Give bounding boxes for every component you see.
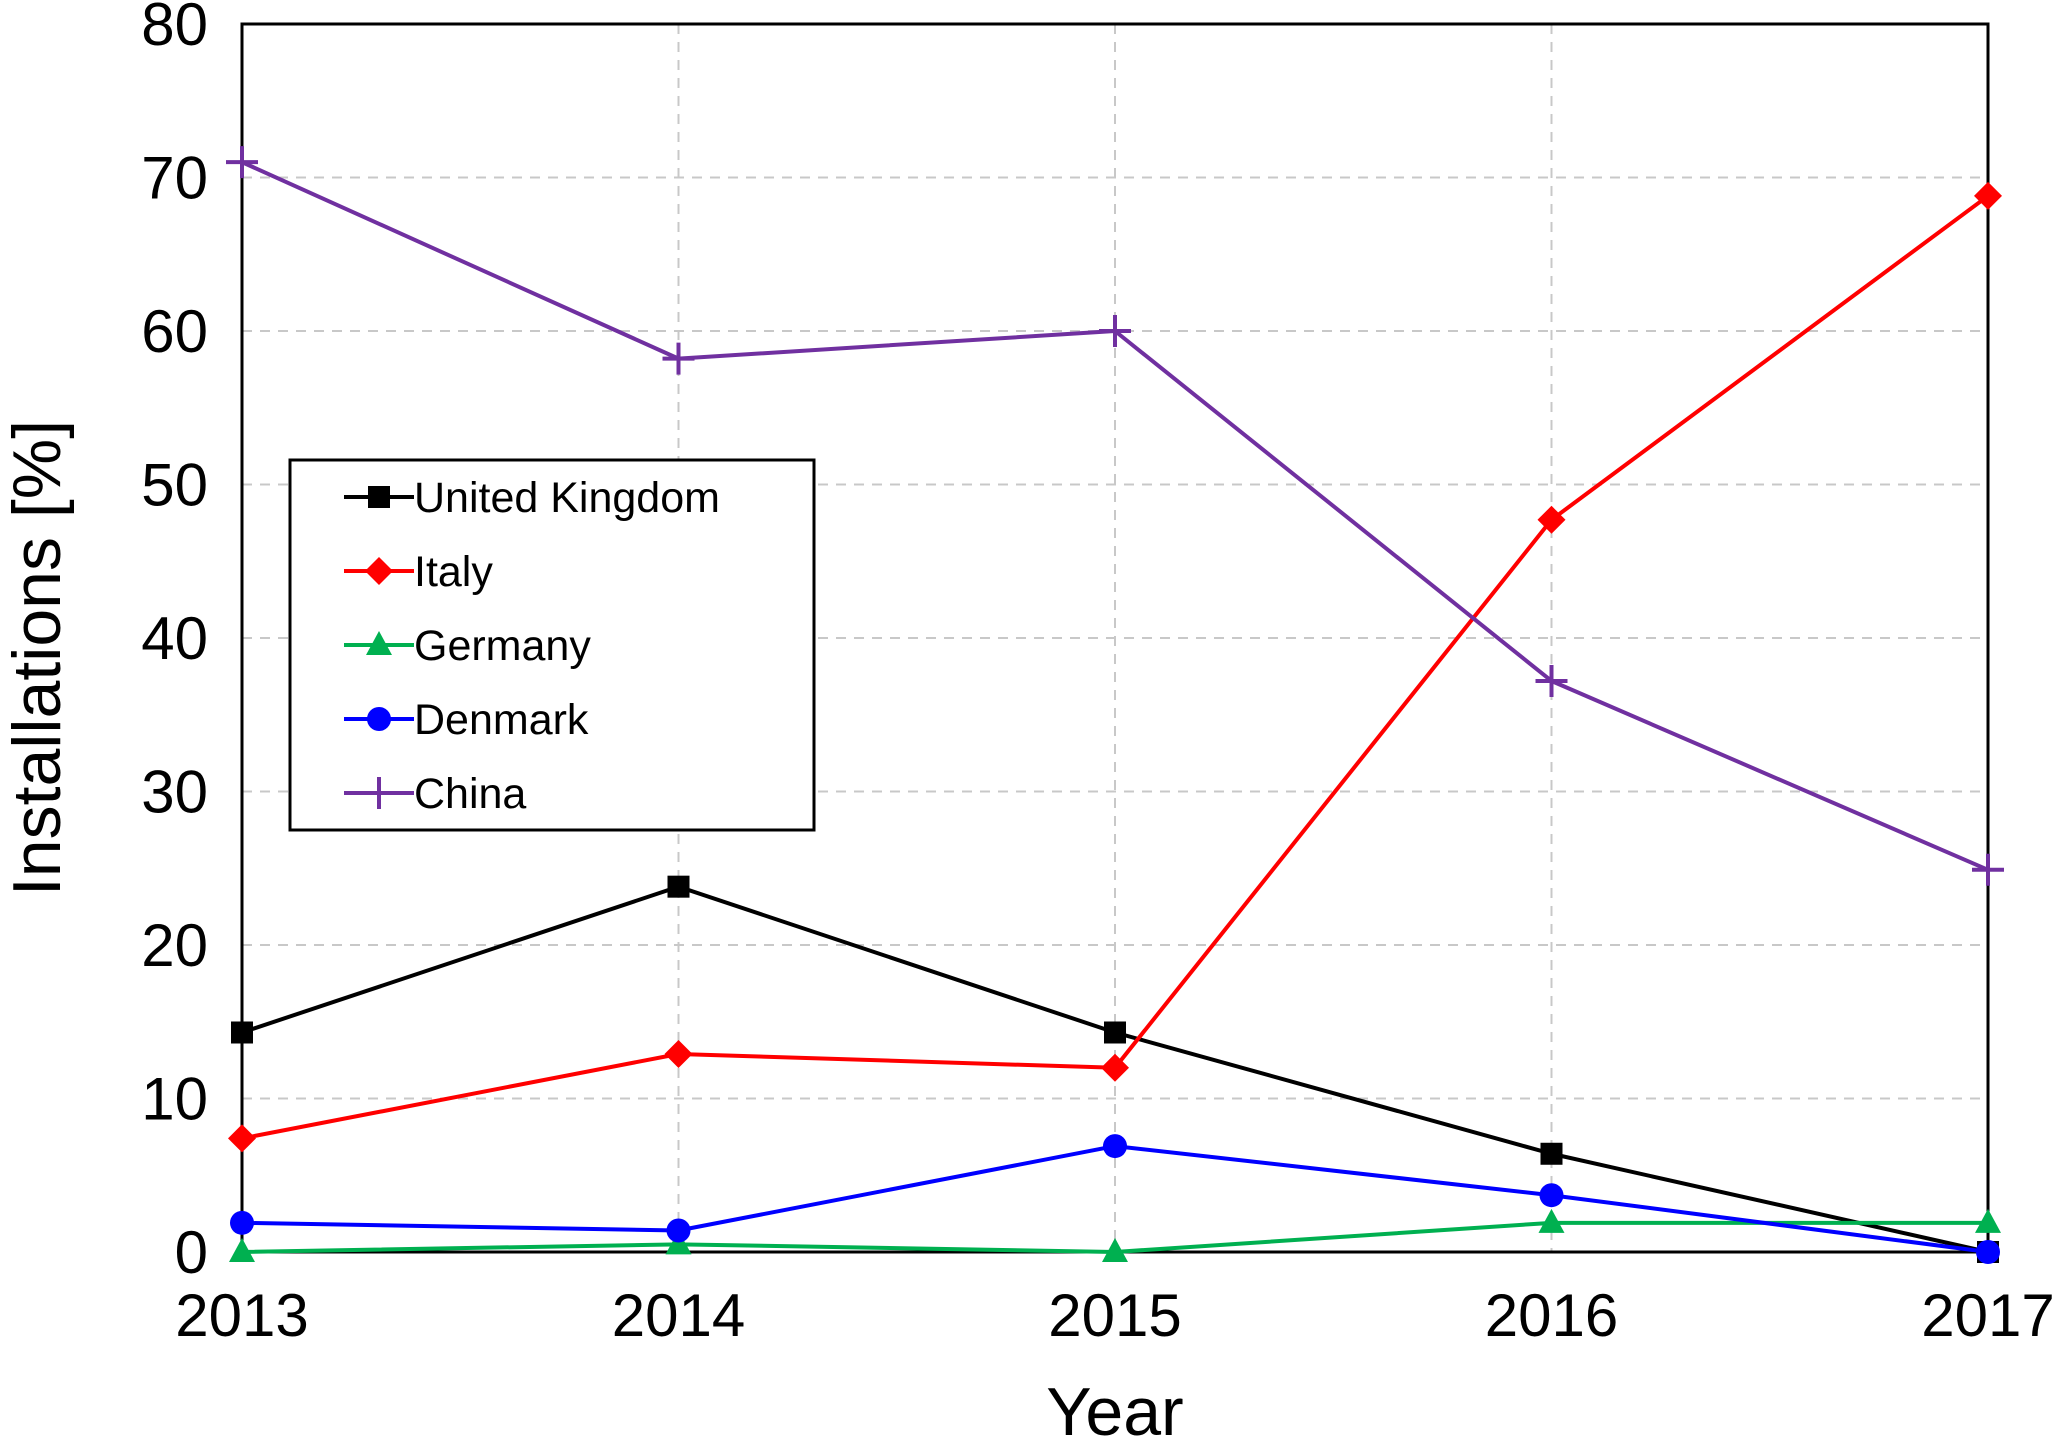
- series-italy: [228, 181, 2002, 1153]
- x-axis-ticks: 2013 2014 2015 2016 2017: [175, 1282, 2054, 1349]
- y-tick-label: 20: [141, 912, 208, 979]
- x-tick-label: 2014: [612, 1282, 745, 1349]
- series-united-kingdom: [231, 875, 1999, 1263]
- data-point: [1535, 664, 1568, 697]
- y-tick-label: 70: [141, 145, 208, 212]
- legend-label: Italy: [414, 548, 493, 596]
- x-tick-label: 2016: [1485, 1282, 1618, 1349]
- legend-label: China: [414, 770, 526, 818]
- data-point: [1101, 1053, 1129, 1082]
- y-tick-label: 50: [141, 452, 208, 519]
- legend-label: United Kingdom: [414, 474, 720, 522]
- data-point: [226, 146, 258, 179]
- series-china: [226, 146, 2004, 886]
- y-tick-label: 10: [141, 1066, 208, 1133]
- legend-label: Denmark: [414, 696, 589, 744]
- legend-item: Denmark: [344, 696, 589, 744]
- data-point: [664, 1039, 693, 1068]
- y-tick-label: 0: [175, 1219, 208, 1286]
- data-point: [228, 1124, 256, 1153]
- series-layer: [226, 146, 2004, 1264]
- legend-item: Italy: [344, 548, 493, 596]
- legend-item: United Kingdom: [344, 474, 720, 522]
- data-point: [1976, 1240, 2000, 1264]
- legend-marker: [366, 631, 392, 655]
- legend-marker: [368, 486, 390, 508]
- x-axis-title: Year: [1046, 1374, 1183, 1440]
- data-point: [1103, 1134, 1127, 1159]
- x-tick-label: 2013: [175, 1282, 308, 1349]
- data-point: [1540, 1142, 1563, 1165]
- data-point: [1972, 853, 2004, 886]
- y-axis-ticks: 0 10 20 30 40 50 60 70 80: [141, 0, 208, 1286]
- x-tick-label: 2017: [1921, 1282, 2054, 1349]
- y-tick-label: 40: [141, 605, 208, 672]
- data-point: [229, 1238, 255, 1262]
- data-point: [1102, 1238, 1128, 1262]
- data-point: [230, 1210, 254, 1235]
- legend-item: China: [344, 770, 526, 818]
- data-point: [666, 1218, 691, 1243]
- data-point: [1974, 181, 2002, 210]
- legend-marker: [367, 707, 391, 731]
- y-axis-title: Installations [%]: [0, 420, 75, 896]
- y-tick-label: 80: [141, 0, 208, 58]
- legend-marker: [363, 777, 395, 809]
- data-point: [1104, 1021, 1126, 1044]
- x-tick-label: 2015: [1048, 1282, 1181, 1349]
- y-tick-label: 30: [141, 759, 208, 826]
- data-point: [1539, 1183, 1564, 1208]
- data-point: [1975, 1208, 2001, 1233]
- data-point: [231, 1021, 253, 1044]
- series-denmark: [230, 1134, 2000, 1264]
- legend-marker: [365, 557, 393, 585]
- data-point: [1538, 1208, 1565, 1233]
- data-point: [662, 342, 695, 375]
- data-point: [1537, 505, 1566, 534]
- legend-item: Germany: [344, 622, 591, 670]
- legend: United Kingdom Italy Germany Denmark China: [288, 458, 816, 832]
- data-point: [667, 875, 690, 898]
- y-tick-label: 60: [141, 298, 208, 365]
- legend-label: Germany: [414, 622, 591, 670]
- data-point: [1099, 315, 1131, 347]
